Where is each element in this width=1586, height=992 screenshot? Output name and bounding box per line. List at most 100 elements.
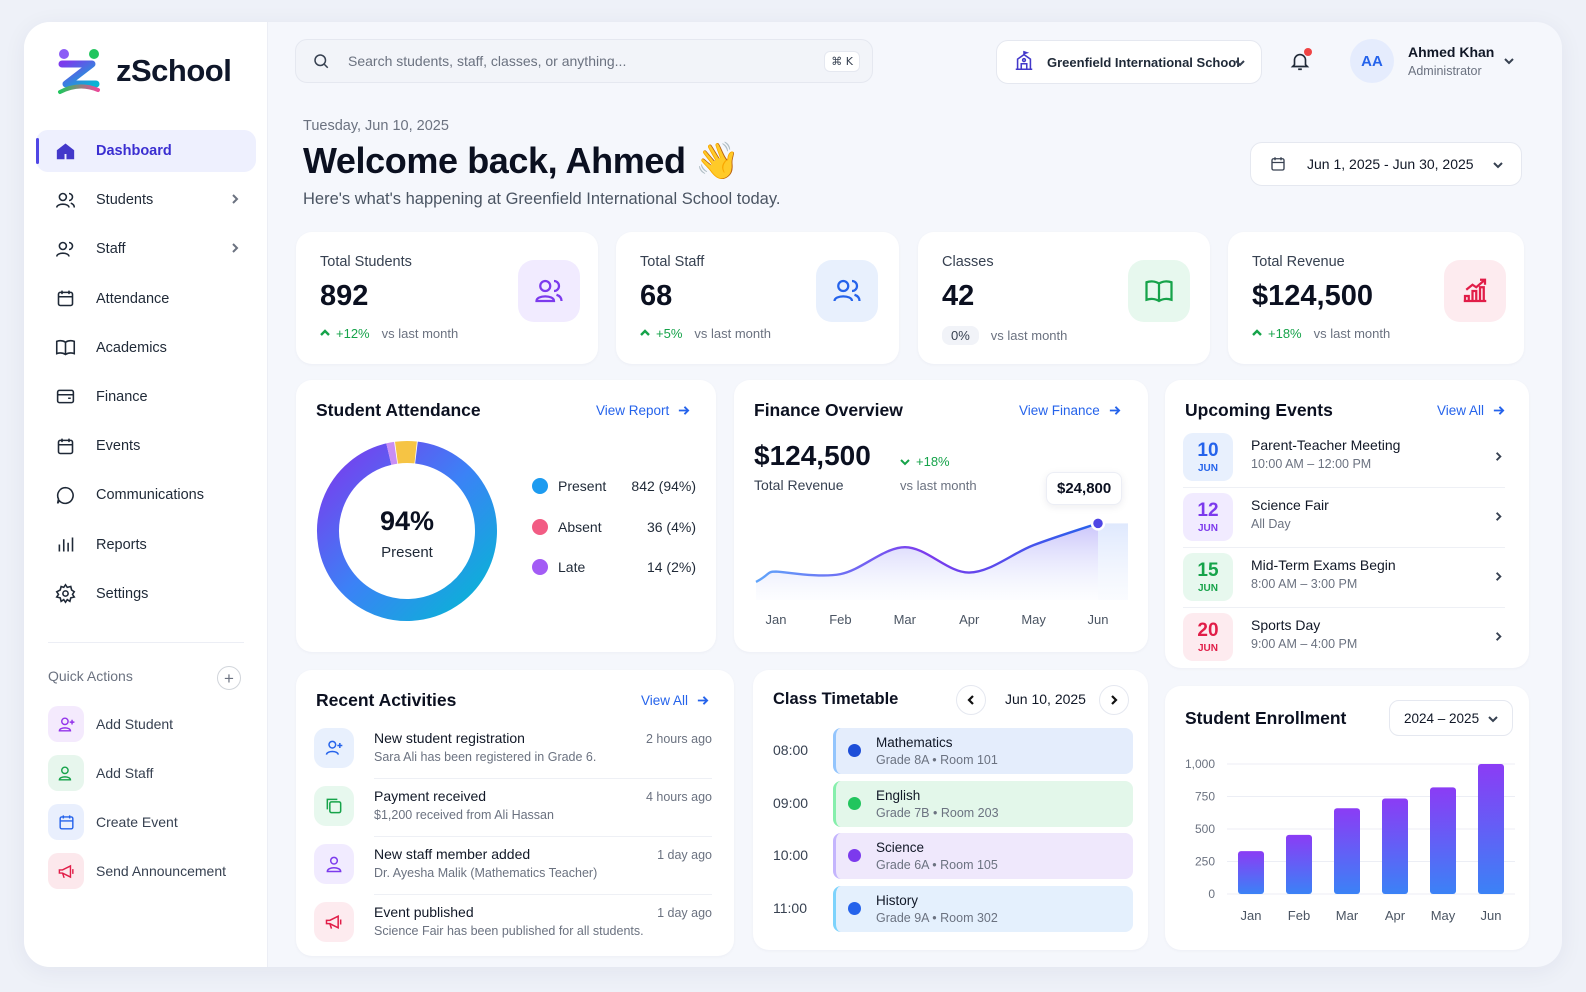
timetable-slot[interactable]: History Grade 9A • Room 302 — [833, 885, 1133, 932]
event-time: 10:00 AM – 12:00 PM — [1251, 457, 1372, 471]
date-range-picker[interactable]: Jun 1, 2025 - Jun 30, 2025 — [1250, 142, 1522, 186]
chevron-down-icon — [1504, 58, 1514, 65]
quick-action-add-student[interactable]: Add Student — [48, 706, 226, 742]
quick-action-create-event[interactable]: Create Event — [48, 804, 226, 840]
search-bar[interactable]: ⌘ K — [295, 39, 873, 83]
activity-item[interactable]: Event published Science Fair has been pu… — [314, 902, 712, 960]
sidebar-item-dashboard[interactable]: Dashboard — [36, 130, 256, 172]
quick-actions-add-button[interactable]: + — [217, 666, 241, 690]
quick-action-label: Add Student — [96, 716, 174, 732]
enrollment-bar[interactable] — [1430, 787, 1456, 894]
user-name[interactable]: Ahmed Khan — [1408, 44, 1495, 60]
x-tick-label: Feb — [829, 612, 851, 627]
previous-day-button[interactable] — [956, 685, 986, 715]
enrollment-bar[interactable] — [1238, 851, 1264, 894]
users-icon — [55, 192, 75, 208]
sidebar-item-events[interactable]: Events — [36, 425, 256, 467]
event-item[interactable]: 10 JUN Parent-Teacher Meeting 10:00 AM –… — [1183, 428, 1505, 488]
x-tick-label: Jun — [1481, 908, 1502, 923]
stat-card-total-students[interactable]: Total Students 892 +12% vs last month — [296, 232, 598, 364]
chevron-down-icon — [1488, 716, 1498, 723]
sidebar-item-reports[interactable]: Reports — [36, 524, 256, 566]
sidebar-item-label: Events — [96, 438, 141, 455]
quick-action-send-announcement[interactable]: Send Announcement — [48, 853, 226, 889]
y-tick-label: 500 — [1195, 822, 1215, 836]
y-tick-label: 1,000 — [1185, 757, 1215, 771]
user-menu-button[interactable] — [1502, 54, 1516, 73]
highlight-point[interactable] — [1090, 516, 1106, 531]
view-all-events-link[interactable]: View All — [1437, 403, 1505, 418]
stat-change: +5% — [656, 326, 683, 341]
timetable-slot[interactable]: Mathematics Grade 8A • Room 101 — [833, 728, 1133, 774]
enrollment-bar[interactable] — [1382, 798, 1408, 894]
chevron-down-icon — [1235, 60, 1245, 67]
year-selector[interactable]: 2024 – 2025 — [1389, 700, 1513, 736]
class-grade: Grade 8A — [876, 753, 929, 767]
event-title: Mid-Term Exams Begin — [1251, 557, 1396, 573]
avatar[interactable]: AA — [1350, 39, 1394, 83]
enrollment-bar[interactable] — [1334, 808, 1360, 894]
enrollment-bar[interactable] — [1478, 764, 1504, 894]
sidebar-item-students[interactable]: Students — [36, 179, 256, 221]
stat-change: +12% — [336, 326, 370, 341]
stat-title: Total Students — [320, 254, 412, 270]
quick-actions-list: Add Student Add Staff Create Event Send … — [48, 706, 226, 902]
logo[interactable]: zSchool — [54, 46, 232, 96]
timetable-slot[interactable]: Science Grade 6A • Room 105 — [833, 833, 1133, 879]
events-card: Upcoming Events View All 10 JUN Parent-T… — [1165, 380, 1529, 668]
timetable-date: Jun 10, 2025 — [1005, 691, 1086, 707]
arrow-right-icon — [697, 696, 709, 705]
activity-item[interactable]: New staff member added Dr. Ayesha Malik … — [314, 844, 712, 902]
sidebar-item-communications[interactable]: Communications — [36, 474, 256, 516]
event-item[interactable]: 20 JUN Sports Day 9:00 AM – 4:00 PM — [1183, 608, 1505, 668]
event-item[interactable]: 15 JUN Mid-Term Exams Begin 8:00 AM – 3:… — [1183, 548, 1505, 608]
finance-tooltip: $24,800 — [1046, 472, 1123, 505]
event-month: JUN — [1197, 642, 1218, 654]
activity-time: 4 hours ago — [645, 790, 712, 804]
sidebar-item-staff[interactable]: Staff — [36, 228, 256, 270]
timetable-card: Class Timetable Jun 10, 2025 08:00 Mathe… — [753, 670, 1148, 950]
view-finance-link[interactable]: View Finance — [1019, 403, 1121, 418]
search-input[interactable] — [348, 53, 808, 69]
stat-card-classes[interactable]: Classes 42 0% vs last month — [918, 232, 1210, 364]
next-day-button[interactable] — [1099, 685, 1129, 715]
chevron-right-icon — [232, 194, 239, 204]
timetable-slot[interactable]: English Grade 7B • Room 203 — [833, 780, 1133, 827]
activity-item[interactable]: New student registration Sara Ali has be… — [314, 728, 712, 786]
class-room: Room 302 — [940, 910, 998, 925]
enrollment-card: Student Enrollment 2024 – 2025 0 250 500 75… — [1165, 686, 1529, 950]
stat-card-total-staff[interactable]: Total Staff 68 +5% vs last month — [616, 232, 899, 364]
staff-add-icon — [326, 856, 342, 873]
wallet-icon — [56, 390, 74, 404]
activity-description: Sara Ali has been registered in Grade 6. — [374, 750, 597, 764]
quick-action-add-staff[interactable]: Add Staff — [48, 755, 226, 791]
event-item[interactable]: 12 JUN Science Fair All Day — [1183, 488, 1505, 548]
attendance-donut-chart — [317, 441, 497, 621]
enrollment-bar[interactable] — [1286, 834, 1312, 894]
attendance-percentage: 94% — [379, 506, 435, 536]
view-all-activities-link[interactable]: View All — [641, 693, 709, 708]
user-group-icon — [55, 241, 73, 257]
sidebar-item-attendance[interactable]: Attendance — [36, 278, 256, 320]
stat-card-total-revenue[interactable]: Total Revenue $124,500 +18% vs last month — [1228, 232, 1524, 364]
subject-dot — [848, 849, 861, 862]
finance-area-chart: Jan Feb Mar Apr May Jun — [755, 516, 1128, 627]
x-tick-label: Apr — [1385, 908, 1406, 923]
view-report-link[interactable]: View Report — [596, 403, 690, 418]
sidebar-item-label: Academics — [96, 339, 167, 356]
calendar-icon — [57, 290, 73, 307]
sidebar-item-finance[interactable]: Finance — [36, 376, 256, 418]
growth-chart-icon — [1463, 278, 1487, 303]
school-selector[interactable]: Greenfield International School — [996, 40, 1262, 84]
staff-icon — [833, 279, 861, 302]
sidebar-item-academics[interactable]: Academics — [36, 327, 256, 369]
legend-label: Late — [558, 559, 586, 575]
activity-time: 1 day ago — [657, 906, 712, 920]
legend-dot — [532, 559, 548, 575]
sidebar-item-settings[interactable]: Settings — [36, 573, 256, 615]
activity-item[interactable]: Payment received $1,200 received from Al… — [314, 786, 712, 844]
sidebar-item-label: Staff — [96, 241, 126, 258]
activity-title: Event published — [374, 904, 474, 920]
legend-label: Absent — [558, 519, 602, 535]
notifications-button[interactable] — [1289, 48, 1313, 74]
